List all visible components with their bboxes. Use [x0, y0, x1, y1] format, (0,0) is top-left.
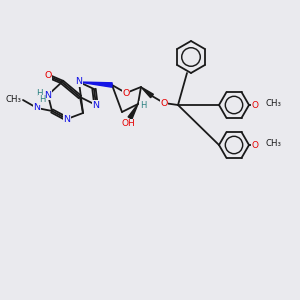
Text: CH₃: CH₃ [265, 100, 281, 109]
Text: N: N [64, 115, 70, 124]
Text: O: O [44, 71, 52, 80]
Text: H: H [36, 89, 42, 98]
Text: O: O [160, 98, 168, 107]
Text: O: O [251, 100, 259, 109]
Text: N: N [44, 91, 52, 100]
Text: CH₃: CH₃ [5, 95, 21, 104]
Polygon shape [141, 87, 153, 98]
Text: N: N [34, 103, 40, 112]
Text: CH₃: CH₃ [265, 140, 281, 148]
Text: N: N [92, 100, 100, 109]
Polygon shape [79, 82, 112, 87]
Text: O: O [251, 140, 259, 149]
Text: N: N [76, 77, 82, 86]
Text: O: O [122, 88, 130, 98]
Text: H: H [140, 101, 146, 110]
Text: OH: OH [121, 119, 135, 128]
Polygon shape [128, 104, 138, 119]
Text: H: H [39, 95, 45, 104]
